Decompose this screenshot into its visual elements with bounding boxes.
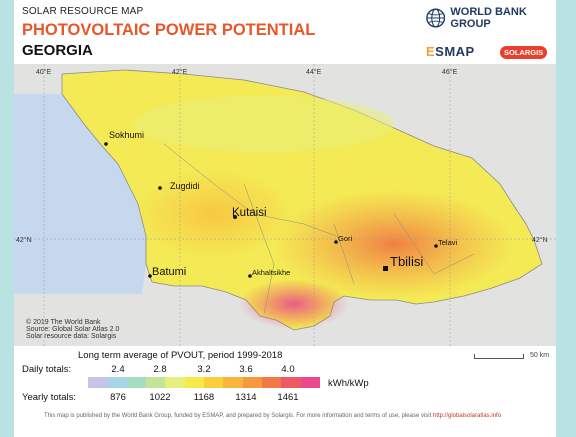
footer-text: This map is published by the World Bank … [44, 413, 432, 419]
latitude-right: 42°N [532, 236, 548, 244]
south-pink-zone [239, 279, 349, 329]
legend-swatch [126, 377, 146, 388]
city-zugdidi: Zugdidi [170, 181, 200, 191]
legend-swatch [203, 377, 224, 388]
legend-caption: Long term average of PVOUT, period 1999-… [78, 350, 283, 361]
daily-tick: 3.2 [197, 364, 211, 375]
city-marker-akhaltsikhe [248, 274, 252, 278]
city-akhaltsikhe: Akhaltsikhe [252, 268, 290, 277]
legend-swatch [261, 377, 282, 388]
yearly-tick: 1168 [193, 392, 215, 403]
yearly-totals-label: Yearly totals: [22, 392, 77, 403]
city-marker-kutaisi [233, 215, 237, 219]
city-marker-zugdidi [158, 186, 162, 190]
legend-swatch [281, 377, 301, 388]
city-telavi: Telavi [438, 238, 458, 247]
city-gori: Gori [338, 234, 353, 243]
city-marker-sokhumi [104, 142, 108, 146]
globe-icon [426, 8, 446, 28]
daily-tick: 4.0 [281, 364, 295, 375]
yearly-tick: 1461 [277, 392, 299, 403]
esmap-logo: ESMAP [426, 44, 475, 59]
yearly-ticks: 876 1022 1168 1314 1461 [78, 392, 328, 404]
longitude-42: 42°E [172, 68, 188, 76]
legend-swatch [165, 377, 185, 388]
yearly-tick: 1314 [235, 392, 257, 403]
map: 40°E 42°E 44°E 46°E 42°N 42°N Sokhumi Zu… [14, 64, 556, 346]
world-bank-logo: WORLD BANK GROUP [426, 6, 556, 30]
city-tbilisi: Tbilisi [390, 254, 423, 269]
legend-swatch [107, 377, 127, 388]
supertitle: SOLAR RESOURCE MAP [22, 6, 144, 17]
legend-swatch [242, 377, 262, 388]
legend-swatch [300, 377, 320, 388]
credit-line-2: Source: Global Solar Atlas 2.0 [26, 326, 119, 333]
color-legend [88, 377, 320, 388]
city-marker-batumi [148, 274, 152, 278]
credit-line-3: Solar resource data: Solargis [26, 333, 117, 340]
city-marker-tbilisi [383, 266, 388, 271]
daily-totals-label: Daily totals: [22, 364, 72, 375]
legend-swatch [145, 377, 166, 388]
legend-swatch [88, 377, 108, 388]
legend-swatch [223, 377, 243, 388]
credit-line-1: © 2019 The World Bank [26, 318, 101, 326]
yearly-tick: 876 [110, 392, 126, 403]
footer-link[interactable]: http://globalsolaratlas.info [432, 413, 502, 419]
west-orange-zone [134, 169, 294, 259]
city-marker-gori [334, 240, 338, 244]
map-sheet: SOLAR RESOURCE MAP PHOTOVOLTAIC POWER PO… [14, 0, 556, 437]
upper-yellow-zone [134, 96, 394, 152]
east-orange-zone [274, 189, 514, 299]
yearly-tick: 1022 [149, 392, 171, 403]
city-marker-telavi [434, 244, 438, 248]
daily-tick: 2.4 [111, 364, 125, 375]
solargis-logo: SOLARGIS [500, 46, 548, 59]
esmap-text: SMAP [435, 44, 475, 59]
longitude-44: 44°E [306, 68, 322, 76]
region-boundaries [163, 143, 475, 315]
map-title: PHOTOVOLTAIC POWER POTENTIAL [22, 21, 316, 39]
daily-tick: 2.8 [153, 364, 167, 375]
daily-ticks: 2.4 2.8 3.2 3.6 4.0 [78, 364, 328, 376]
esmap-e: E [426, 44, 436, 59]
legend-swatch [184, 377, 204, 388]
legend-unit: kWh/kWp [328, 378, 369, 389]
black-sea [14, 94, 146, 294]
longitude-40: 40°E [36, 68, 52, 76]
latitude-left: 42°N [16, 236, 32, 244]
city-kutaisi: Kutaisi [232, 207, 267, 219]
world-bank-text: WORLD BANK GROUP [450, 6, 527, 30]
scale-bar-label: 50 km [530, 352, 550, 359]
longitude-46: 46°E [442, 68, 458, 76]
footer: This map is published by the World Bank … [44, 413, 501, 419]
city-batumi: Batumi [152, 266, 186, 278]
city-sokhumi: Sokhumi [109, 130, 144, 140]
scale-bar-line [474, 354, 524, 359]
daily-tick: 3.6 [239, 364, 253, 375]
country-name: GEORGIA [22, 42, 93, 59]
